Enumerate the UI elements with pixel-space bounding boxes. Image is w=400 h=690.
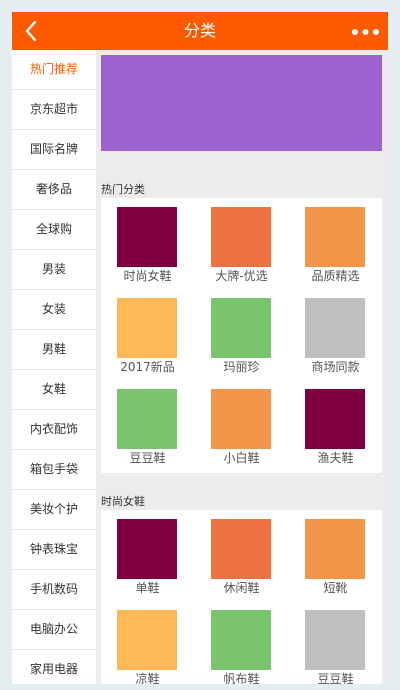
category-thumbnail — [211, 519, 271, 579]
back-button[interactable] — [18, 17, 46, 45]
category-thumbnail — [305, 389, 365, 449]
sidebar-item[interactable]: 热门推荐 — [12, 50, 96, 90]
category-cell[interactable]: 2017新品 — [101, 289, 194, 379]
category-cell[interactable]: 单鞋 — [101, 510, 194, 600]
category-cell[interactable]: 品质精选 — [289, 198, 382, 288]
sidebar-item[interactable]: 京东超市 — [12, 90, 96, 130]
category-cell[interactable]: 帆布鞋 — [195, 601, 288, 684]
category-label: 商场同款 — [311, 360, 360, 374]
sidebar-item[interactable]: 女鞋 — [12, 370, 96, 410]
category-label: 帆布鞋 — [223, 672, 260, 684]
category-label: 豆豆鞋 — [317, 672, 354, 684]
category-grid: 单鞋 休闲鞋 短靴凉鞋 帆布鞋 豆豆鞋 — [101, 510, 382, 684]
category-label: 时尚女鞋 — [123, 269, 172, 283]
category-thumbnail — [305, 207, 365, 267]
sidebar-item[interactable]: 手机数码 — [12, 570, 96, 610]
sidebar-item[interactable]: 内衣配饰 — [12, 410, 96, 450]
category-label: 豆豆鞋 — [129, 451, 166, 465]
category-sidebar: 热门推荐 京东超市 国际名牌 奢侈品 全球购 男装 女装 男鞋 女鞋 内衣配饰 箱包手袋 美妆个护 钟表… — [12, 50, 96, 684]
category-cell[interactable]: 玛丽珍 — [195, 289, 288, 379]
category-thumbnail — [117, 519, 177, 579]
more-button[interactable] — [350, 17, 382, 45]
category-thumbnail — [117, 298, 177, 358]
sidebar-item[interactable]: 电脑办公 — [12, 610, 96, 650]
category-thumbnail — [211, 610, 271, 670]
category-label: 休闲鞋 — [223, 581, 260, 595]
chevron-left-icon — [25, 20, 37, 42]
promo-banner[interactable] — [101, 55, 382, 151]
category-cell[interactable]: 凉鞋 — [101, 601, 194, 684]
category-thumbnail — [305, 298, 365, 358]
category-grid: 时尚女鞋 大牌-优选 品质精选 2017新品 玛丽珍 商场同款豆豆鞋 小白鞋 渔夫鞋 — [101, 198, 382, 473]
section-title: 热门分类 — [101, 183, 145, 196]
category-label: 小白鞋 — [223, 451, 260, 465]
category-cell[interactable]: 时尚女鞋 — [101, 198, 194, 288]
category-cell[interactable]: 商场同款 — [289, 289, 382, 379]
page-title: 分类 — [183, 21, 216, 40]
sidebar-item[interactable]: 美妆个护 — [12, 490, 96, 530]
category-thumbnail — [117, 389, 177, 449]
sidebar-item[interactable]: 男鞋 — [12, 330, 96, 370]
header-bar: 分类 — [12, 12, 388, 50]
category-thumbnail — [117, 610, 177, 670]
category-thumbnail — [117, 207, 177, 267]
category-thumbnail — [211, 207, 271, 267]
category-cell[interactable]: 小白鞋 — [195, 380, 288, 470]
category-thumbnail — [211, 298, 271, 358]
sidebar-item[interactable]: 箱包手袋 — [12, 450, 96, 490]
section-title: 时尚女鞋 — [101, 495, 145, 508]
category-cell[interactable]: 休闲鞋 — [195, 510, 288, 600]
category-label: 凉鞋 — [135, 672, 160, 684]
category-label: 单鞋 — [135, 581, 160, 595]
more-dots-icon — [352, 29, 379, 35]
category-cell[interactable]: 渔夫鞋 — [289, 380, 382, 470]
category-thumbnail — [305, 519, 365, 579]
category-cell[interactable]: 豆豆鞋 — [289, 601, 382, 684]
category-label: 短靴 — [323, 581, 348, 595]
sidebar-item[interactable]: 家用电器 — [12, 650, 96, 684]
sidebar-item[interactable]: 钟表珠宝 — [12, 530, 96, 570]
sidebar-item[interactable]: 国际名牌 — [12, 130, 96, 170]
sidebar-item[interactable]: 全球购 — [12, 210, 96, 250]
sidebar-item[interactable]: 女装 — [12, 290, 96, 330]
category-cell[interactable]: 短靴 — [289, 510, 382, 600]
sidebar-item[interactable]: 男装 — [12, 250, 96, 290]
category-page: 分类 热门推荐 京东超市 国际名牌 奢侈品 全球购 男装 女装 男鞋 女鞋 内衣配饰 箱包手袋 美妆个… — [12, 12, 388, 684]
category-label: 大牌-优选 — [215, 269, 268, 283]
category-content: 热门分类 时尚女鞋 大牌-优选 品质精选 2017新品 玛丽珍 商场同款 豆豆鞋 小白鞋 渔夫鞋时… — [96, 50, 388, 684]
category-cell[interactable]: 大牌-优选 — [195, 198, 288, 288]
category-cell[interactable]: 豆豆鞋 — [101, 380, 194, 470]
sidebar-item[interactable]: 奢侈品 — [12, 170, 96, 210]
category-thumbnail — [211, 389, 271, 449]
category-label: 2017新品 — [120, 360, 175, 374]
category-label: 品质精选 — [311, 269, 360, 283]
category-label: 渔夫鞋 — [317, 451, 354, 465]
category-label: 玛丽珍 — [223, 360, 260, 374]
category-thumbnail — [305, 610, 365, 670]
